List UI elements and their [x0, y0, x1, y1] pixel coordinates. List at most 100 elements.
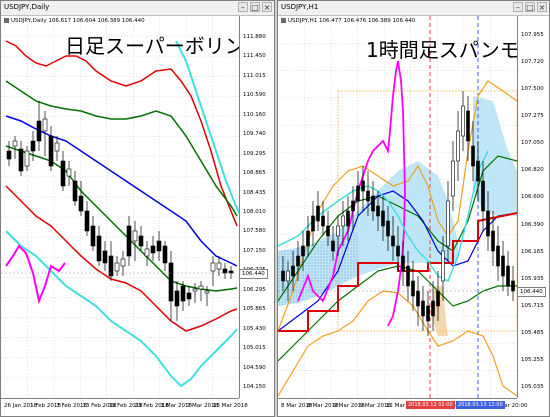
candle-body: [84, 210, 90, 232]
hourly-candles: [281, 91, 515, 336]
daily-price-tick: 109.295: [243, 150, 266, 157]
candle-body: [30, 140, 36, 152]
daily-price-tick: 104.590: [243, 364, 266, 371]
hourly-price-axis[interactable]: 107.955 107.720 107.500 107.275 107.050 106.8…: [517, 16, 549, 398]
candle-body: [192, 288, 198, 292]
candle-body: [281, 270, 285, 282]
candle-body: [186, 292, 192, 300]
daily-time-axis[interactable]: 26 Jan 2018 1 Feb 2018 7 Feb 2018 13 Feb 20…: [1, 398, 248, 416]
daily-price-tick: 108.435: [243, 189, 266, 196]
hourly-price-tick: 106.165: [521, 248, 544, 255]
hourly-window-titlebar[interactable]: USDJPY,H1 – □ ×: [278, 1, 549, 16]
candle-body: [316, 205, 320, 222]
lagging-span-magenta: [5, 244, 66, 305]
candle-body: [102, 250, 108, 264]
daily-price-tick: 110.160: [243, 111, 266, 118]
candle-body: [78, 195, 84, 212]
candle-body: [90, 225, 96, 247]
candle-body: [491, 230, 495, 252]
daily-time-tick: 1 Feb 2018: [30, 403, 61, 409]
maximize-icon[interactable]: □: [250, 2, 260, 12]
candle-body: [421, 300, 425, 317]
candle-body: [411, 280, 415, 297]
candle-body: [210, 262, 216, 272]
hourly-price-tick: 105.255: [521, 356, 544, 363]
hourly-time-tick: 13 Mar 20:00: [490, 403, 528, 409]
lower-orange-band: [278, 290, 518, 397]
minimize-icon[interactable]: –: [238, 2, 248, 12]
candle-body: [204, 290, 210, 294]
candle-body: [351, 200, 355, 212]
hourly-price-tick: 105.715: [521, 302, 544, 309]
daily-time-tick: 19 Feb 2018: [108, 403, 143, 409]
candle-body: [361, 180, 365, 192]
candle-body: [346, 210, 350, 227]
candle-body: [144, 248, 150, 257]
close-icon[interactable]: ×: [537, 2, 547, 12]
candle-body: [401, 255, 405, 272]
time-label-blue: 2018.03.13 12:00: [456, 401, 505, 409]
time-label-red: 2018.03.12 02:00: [406, 401, 455, 409]
hourly-legend-text: USDJPY,H1 106.477 106.476 106.389 106.44…: [288, 18, 416, 24]
candle-body: [42, 118, 48, 132]
daily-price-tick: 107.580: [243, 228, 266, 235]
upper-green-band: [5, 80, 238, 217]
candle-body: [48, 135, 54, 167]
candle-body: [396, 245, 400, 257]
chart-type-icon: [281, 18, 286, 23]
hourly-chart-window[interactable]: USDJPY,H1 – □ × 1時間足スパンモデル: [277, 0, 550, 417]
candle-body: [416, 290, 420, 307]
candle-body: [120, 258, 126, 267]
candle-body: [296, 255, 300, 267]
hourly-chart-canvas[interactable]: [278, 1, 550, 417]
daily-price-tick: 108.865: [243, 170, 266, 177]
daily-price-tick: 109.740: [243, 131, 266, 138]
lower-green-band: [5, 145, 238, 292]
lower-red-band: [5, 185, 238, 332]
hourly-price-tick: 107.720: [521, 59, 544, 66]
candle-body: [156, 240, 162, 252]
daily-time-tick: 23 Feb 2018: [134, 403, 169, 409]
daily-time-tick: 26 Jan 2018: [4, 403, 37, 409]
candle-body: [174, 290, 180, 307]
candle-body: [371, 195, 375, 212]
candle-body: [66, 168, 72, 177]
daily-price-tick: 108.010: [243, 209, 266, 215]
daily-candles: [6, 101, 234, 321]
cyan-line: [278, 150, 489, 283]
minimize-icon[interactable]: –: [513, 2, 523, 12]
maximize-icon[interactable]: □: [525, 2, 535, 12]
candle-body: [12, 140, 18, 147]
daily-legend-text: USDJPY,Daily 106.617 106.604 106.389 106…: [11, 18, 145, 24]
daily-price-tick: 106.295: [243, 286, 266, 293]
hourly-price-tick: 106.390: [521, 221, 544, 228]
daily-price-tick: 111.450: [243, 53, 266, 60]
candle-body: [446, 200, 450, 247]
daily-window-title: USDJPY,Daily: [4, 3, 50, 11]
daily-price-tick: 111.880: [243, 34, 266, 40]
daily-window-titlebar[interactable]: USDJPY,Daily – □ ×: [1, 1, 274, 16]
daily-time-tick: 13 Mar 2018: [212, 403, 248, 409]
close-icon[interactable]: ×: [262, 2, 272, 12]
daily-chart-legend: USDJPY,Daily 106.617 106.604 106.389 106…: [4, 18, 145, 24]
candle-body: [511, 280, 515, 292]
upper-orange-band: [278, 80, 518, 332]
hourly-time-tick: 12 Mar 2018: [385, 403, 421, 409]
daily-time-tick: 1 Mar 2018: [160, 403, 193, 409]
hourly-time-tick: 8 Mar 2018: [307, 403, 339, 409]
candle-body: [441, 250, 445, 282]
candle-body: [501, 255, 505, 277]
hourly-price-tag: 106.440: [517, 287, 546, 297]
candle-body: [222, 268, 228, 274]
daily-chart-window[interactable]: USDJPY,Daily – □ × 日足スーパーボリンジャー USDJPY,D…: [0, 0, 275, 417]
daily-price-axis[interactable]: 111.880 111.450 111.015 110.590 110.160 109.7…: [239, 16, 274, 398]
candle-body: [132, 230, 138, 242]
candle-body: [391, 235, 395, 247]
candle-body: [436, 290, 440, 307]
upper-cyan-band: [175, 40, 242, 217]
candle-body: [18, 148, 24, 172]
candle-body: [461, 105, 465, 137]
daily-chart-canvas[interactable]: [1, 1, 275, 417]
upper-green-band: [278, 155, 518, 302]
candle-body: [311, 215, 315, 232]
